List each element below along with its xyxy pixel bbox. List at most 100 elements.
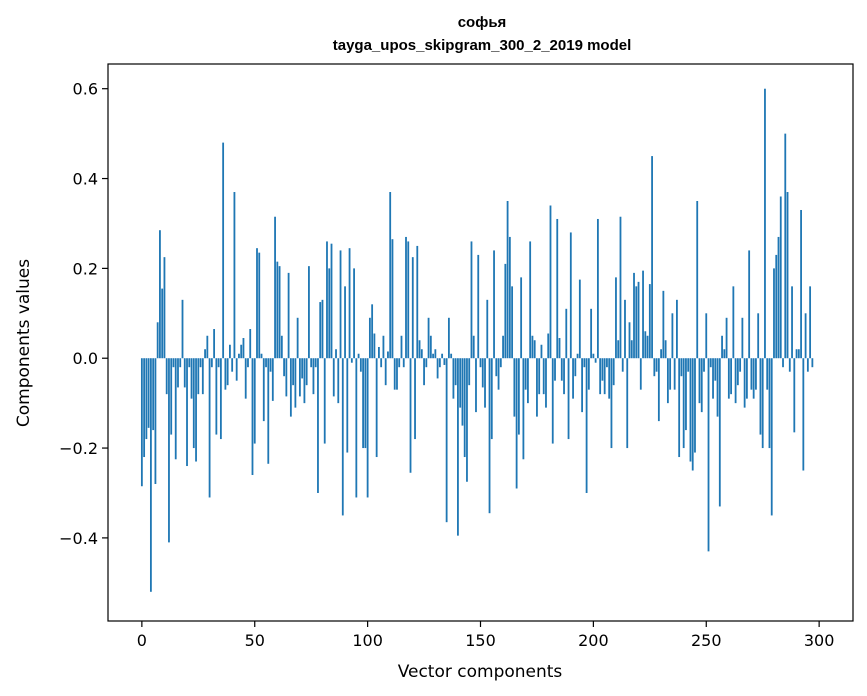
bar-194 — [578, 279, 581, 359]
bar-29 — [206, 335, 209, 359]
x-tick-label: 50 — [245, 631, 265, 650]
bar-236 — [673, 358, 676, 390]
bar-290 — [795, 349, 798, 359]
bar-183 — [554, 358, 556, 381]
bar-57 — [269, 358, 272, 372]
bar-207 — [608, 358, 611, 399]
bar-19 — [183, 358, 186, 388]
bar-135 — [445, 358, 448, 523]
bar-168 — [520, 277, 523, 359]
bar-200 — [592, 353, 595, 359]
bar-133 — [441, 353, 444, 359]
bar-257 — [721, 335, 723, 359]
y-tick-label: −0.4 — [59, 529, 98, 548]
bar-278 — [768, 358, 771, 449]
bar-204 — [601, 358, 604, 381]
bar-219 — [635, 286, 638, 359]
bar-44 — [240, 344, 243, 359]
bar-229 — [657, 358, 660, 422]
bar-121 — [414, 358, 416, 440]
bar-169 — [522, 358, 525, 460]
bar-0 — [140, 358, 143, 487]
bar-53 — [260, 353, 263, 359]
bar-136 — [447, 317, 450, 359]
bar-239 — [680, 358, 683, 377]
bar-252 — [709, 358, 712, 368]
bar-69 — [296, 317, 299, 359]
bar-220 — [637, 281, 640, 359]
bar-31 — [210, 358, 213, 368]
bar-161 — [504, 263, 507, 359]
bar-76 — [312, 358, 315, 395]
bar-36 — [222, 142, 225, 359]
bar-185 — [558, 338, 561, 359]
bar-120 — [411, 257, 414, 359]
bar-209 — [612, 358, 615, 386]
y-axis-ticks: −0.4 −0.2 0.0 0.2 0.4 0.6 — [59, 80, 108, 548]
bar-3 — [147, 358, 150, 428]
y-tick-label: −0.2 — [59, 439, 98, 458]
bar-107 — [382, 335, 385, 359]
bar-92 — [348, 248, 351, 359]
bar-202 — [596, 218, 599, 359]
bar-159 — [499, 358, 502, 368]
bar-153 — [486, 299, 489, 359]
bar-34 — [217, 358, 220, 368]
bar-49 — [251, 358, 254, 476]
bar-48 — [249, 329, 252, 359]
bar-245 — [694, 358, 696, 453]
bar-223 — [644, 331, 647, 359]
bar-217 — [630, 340, 633, 359]
bar-67 — [292, 358, 295, 386]
bar-58 — [271, 358, 274, 401]
bar-274 — [759, 358, 762, 435]
bar-289 — [793, 358, 796, 433]
bar-106 — [380, 358, 383, 368]
bar-193 — [576, 353, 579, 359]
bar-156 — [493, 250, 495, 359]
bar-98 — [362, 358, 365, 449]
bar-258 — [723, 349, 726, 359]
bar-37 — [224, 358, 227, 390]
bar-131 — [436, 358, 439, 379]
bar-74 — [308, 266, 310, 359]
bar-47 — [247, 358, 249, 368]
x-tick-label: 0 — [137, 631, 147, 650]
bar-171 — [527, 358, 529, 404]
plot-frame — [107, 63, 854, 622]
bar-88 — [339, 250, 342, 359]
bar-242 — [687, 358, 690, 372]
bar-71 — [301, 358, 304, 379]
bar-230 — [660, 349, 663, 359]
bar-43 — [238, 353, 240, 359]
bar-214 — [624, 299, 626, 359]
bar-170 — [524, 358, 527, 390]
bar-160 — [502, 335, 504, 359]
bar-1 — [143, 358, 146, 458]
bar-198 — [587, 358, 590, 390]
bar-145 — [468, 358, 471, 386]
bar-84 — [330, 243, 333, 359]
bar-164 — [511, 286, 514, 359]
bar-104 — [375, 358, 378, 458]
bar-281 — [775, 254, 778, 359]
bar-208 — [610, 358, 613, 449]
bar-132 — [438, 358, 441, 368]
bar-30 — [208, 358, 211, 498]
bar-50 — [253, 358, 256, 444]
bar-35 — [219, 358, 222, 440]
bar-291 — [797, 349, 800, 359]
bar-130 — [434, 349, 437, 359]
bar-2 — [145, 358, 148, 440]
bar-250 — [705, 313, 708, 359]
bar-265 — [739, 358, 742, 372]
bar-75 — [310, 358, 313, 368]
bar-151 — [481, 358, 484, 388]
bar-110 — [389, 192, 392, 359]
bar-213 — [621, 358, 624, 372]
bar-254 — [714, 358, 717, 381]
bar-166 — [515, 358, 518, 489]
bar-93 — [350, 358, 353, 363]
bar-23 — [192, 358, 195, 449]
bar-173 — [531, 335, 534, 359]
